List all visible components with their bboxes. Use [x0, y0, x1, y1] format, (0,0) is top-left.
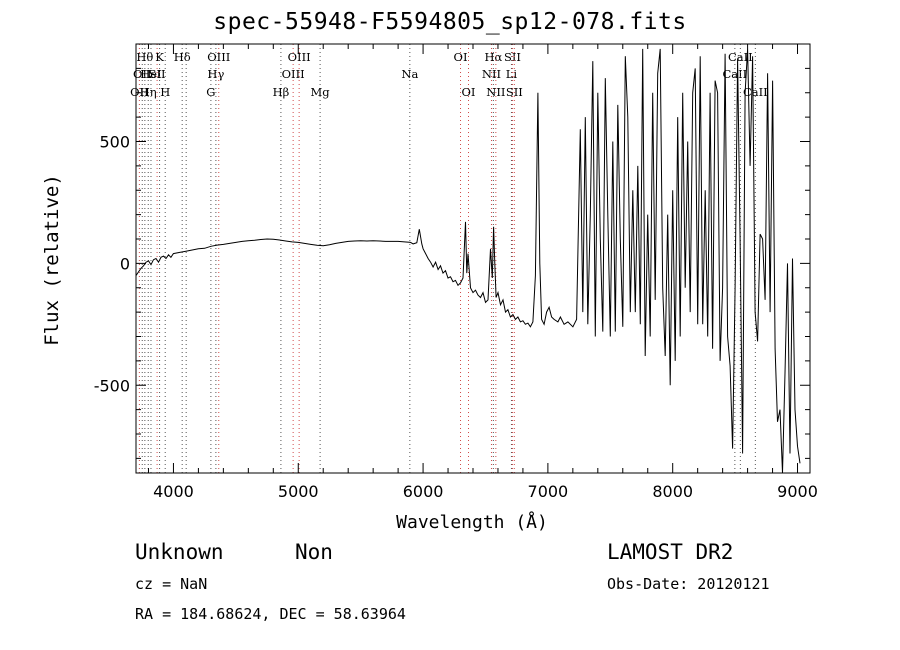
line-marker-label: OII [133, 67, 152, 81]
line-marker-label: OIII [282, 67, 305, 81]
observation-date: Obs-Date: 20120121 [607, 575, 770, 593]
x-tick-label: 7000 [528, 482, 569, 501]
line-marker-label: CaII [728, 50, 753, 64]
x-tick-label: 6000 [403, 482, 444, 501]
line-marker-label: Li [506, 67, 518, 81]
line-marker-label: HeI [140, 67, 161, 81]
survey-name: LAMOST DR2 [607, 540, 734, 564]
line-marker-label: Hβ [273, 85, 290, 99]
y-tick-label: 0 [120, 254, 130, 273]
x-axis-label: Wavelength (Å) [396, 512, 548, 533]
line-marker-label: OII [130, 85, 149, 99]
line-marker-label: OI [454, 50, 468, 64]
line-marker-label: H [160, 85, 170, 99]
line-marker-label: NII [486, 85, 505, 99]
line-marker-label: Hη [140, 85, 157, 99]
line-marker-label: Na [401, 67, 418, 81]
line-marker-label: Hα [484, 50, 502, 64]
line-marker-label: G [206, 85, 215, 99]
line-marker-label: OIII [207, 50, 230, 64]
line-marker-label: CaII [743, 85, 768, 99]
x-tick-label: 5000 [278, 482, 319, 501]
line-marker-label: NII [482, 67, 501, 81]
spectrum-series-line [135, 48, 801, 474]
line-marker-label: Hγ [207, 67, 224, 81]
redshift-value: cz = NaN [135, 575, 208, 593]
object-class: Unknown [135, 540, 224, 564]
x-tick-label: 4000 [153, 482, 194, 501]
line-marker-label: OIII [288, 50, 311, 64]
line-marker-label: OI [462, 85, 476, 99]
y-axis-label: Flux (relative) [41, 174, 63, 346]
object-subclass: Non [295, 540, 333, 564]
x-tick-label: 8000 [652, 482, 693, 501]
line-marker-label: SII [149, 67, 166, 81]
y-tick-label: 500 [99, 133, 130, 152]
line-marker-label: SII [506, 85, 523, 99]
line-marker-label: SII [504, 50, 521, 64]
line-marker-label: K [155, 50, 164, 64]
line-marker-label: CaII [722, 67, 747, 81]
x-tick-label: 9000 [777, 482, 818, 501]
chart-title: spec-55948-F5594805_sp12-078.fits [213, 9, 687, 35]
coordinates: RA = 184.68624, DEC = 58.63964 [135, 605, 406, 623]
line-marker-label: Hθ [136, 50, 153, 64]
y-tick-label: -500 [94, 376, 130, 395]
line-marker-label: Mg [311, 85, 331, 99]
line-marker-label: Hδ [174, 50, 191, 64]
